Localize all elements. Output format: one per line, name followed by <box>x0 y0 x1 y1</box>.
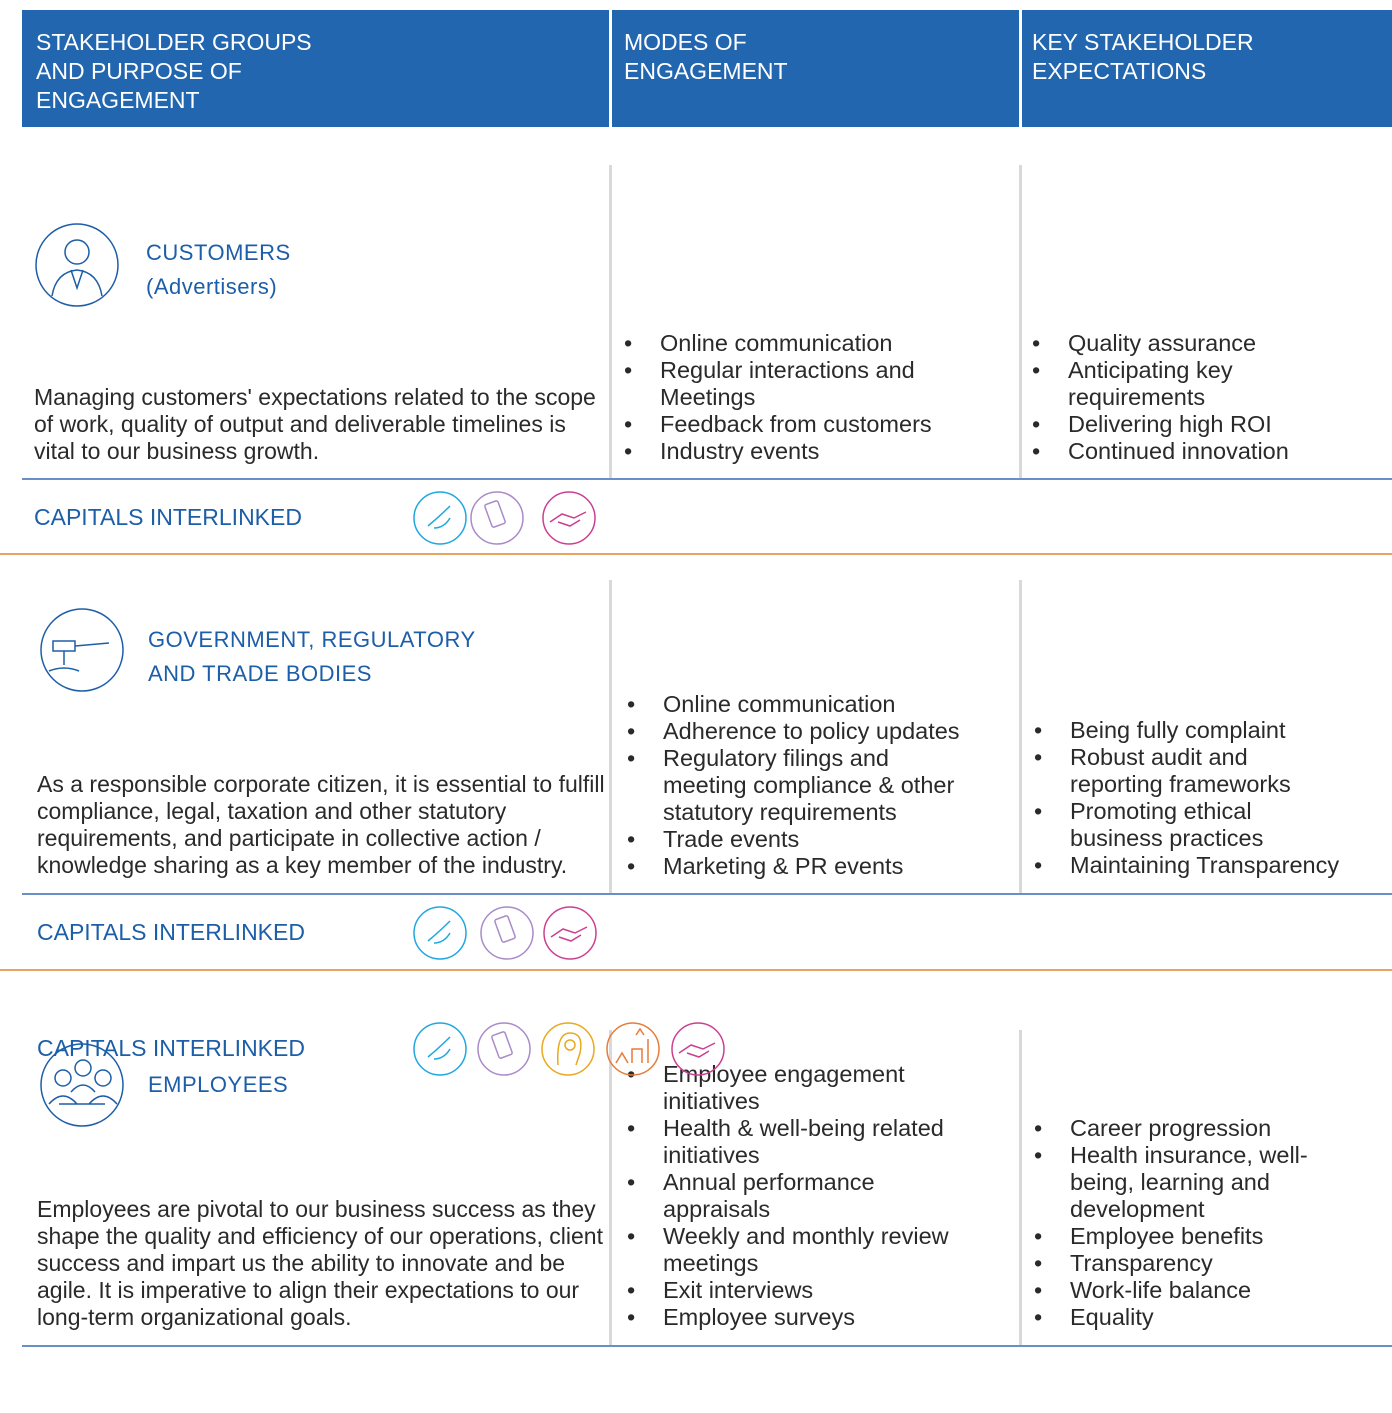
row-rule <box>22 478 1392 480</box>
list-item: Transparency <box>1034 1250 1364 1277</box>
stakeholder-group: EMPLOYEES Employees are pivotal to our b… <box>0 969 1392 1345</box>
group-title: CUSTOMERS (Advertisers) <box>146 236 291 304</box>
title-line: EMPLOYEES <box>148 1072 289 1097</box>
capitals-label: CAPITALS INTERLINKED <box>34 504 302 530</box>
modes-list: Online communication Adherence to policy… <box>627 691 967 880</box>
header-line: KEY STAKEHOLDER <box>1032 29 1254 55</box>
list-item: Robust audit and reporting frameworks <box>1034 744 1300 798</box>
list-item: Exit interviews <box>627 1277 1012 1304</box>
list-item: Delivering high ROI <box>1032 411 1332 438</box>
group-description: Employees are pivotal to our business su… <box>37 1196 603 1330</box>
stakeholder-group: GOVERNMENT, REGULATORY AND TRADE BODIES … <box>0 553 1392 893</box>
section-rule <box>0 553 1392 555</box>
list-item: Promoting ethical business practices <box>1034 798 1320 852</box>
expectations-list: Career progression Health insurance, wel… <box>1034 1115 1364 1331</box>
column-divider <box>609 165 612 478</box>
list-item: Continued innovation <box>1032 438 1332 465</box>
list-item: Employee surveys <box>627 1304 1012 1331</box>
list-item: Trade events <box>627 826 967 853</box>
header-line: ENGAGEMENT <box>36 87 200 113</box>
list-item: Regular interactions and Meetings <box>624 357 1014 411</box>
list-item: Health insurance, well-being, learning a… <box>1034 1142 1360 1223</box>
list-item: Health & well-being related initiatives <box>627 1115 1012 1169</box>
list-item: Being fully complaint <box>1034 717 1392 744</box>
expectations-list: Quality assurance Anticipating key requi… <box>1032 330 1332 465</box>
group-title: EMPLOYEES <box>148 1068 288 1102</box>
list-item: Career progression <box>1034 1115 1364 1142</box>
modes-list: Online communication Regular interaction… <box>624 330 1014 465</box>
title-line: GOVERNMENT, REGULATORY <box>148 627 476 652</box>
group-icon <box>40 1043 124 1127</box>
header-line: AND PURPOSE OF <box>36 58 242 84</box>
capital-icons <box>413 491 596 545</box>
capitals-label: CAPITALS INTERLINKED <box>37 919 305 945</box>
header-divider <box>609 10 612 127</box>
list-item: Weekly and monthly review meetings <box>627 1223 953 1277</box>
list-item: Employee benefits <box>1034 1223 1364 1250</box>
title-line: AND TRADE BODIES <box>148 661 372 686</box>
group-icon <box>35 223 119 307</box>
capital-icons <box>413 906 597 960</box>
list-item: Adherence to policy updates <box>627 718 967 745</box>
column-divider <box>609 580 612 893</box>
list-item: Feedback from customers <box>624 411 1014 438</box>
group-description: Managing customers' expectations related… <box>34 384 596 464</box>
header-line: MODES OF <box>624 29 747 55</box>
header-cell: MODES OF ENGAGEMENT <box>624 28 788 86</box>
header-cell: KEY STAKEHOLDER EXPECTATIONS <box>1032 28 1254 86</box>
header-cell: STAKEHOLDER GROUPS AND PURPOSE OF ENGAGE… <box>36 28 312 115</box>
list-item: Anticipating key requirements <box>1032 357 1332 411</box>
column-divider <box>1019 165 1022 478</box>
list-item: Industry events <box>624 438 1014 465</box>
list-item: Work-life balance <box>1034 1277 1364 1304</box>
list-item: Equality <box>1034 1304 1364 1331</box>
list-item: Maintaining Transparency <box>1034 852 1392 879</box>
expectations-list: Being fully complaint Robust audit and r… <box>1034 717 1392 879</box>
title-line: CUSTOMERS <box>146 240 291 265</box>
stakeholder-group: CUSTOMERS (Advertisers) Managing custome… <box>0 127 1392 478</box>
group-title: GOVERNMENT, REGULATORY AND TRADE BODIES <box>148 623 476 691</box>
row-rule <box>22 893 1392 895</box>
list-item: Quality assurance <box>1032 330 1332 357</box>
table-header: STAKEHOLDER GROUPS AND PURPOSE OF ENGAGE… <box>22 10 1392 127</box>
list-item: Annual performance appraisals <box>627 1169 953 1223</box>
list-item: Online communication <box>627 691 967 718</box>
column-divider <box>1019 580 1022 893</box>
title-line: (Advertisers) <box>146 274 278 299</box>
column-divider <box>1019 1030 1022 1345</box>
group-description: As a responsible corporate citizen, it i… <box>37 771 605 878</box>
row-rule <box>22 1345 1392 1347</box>
header-divider <box>1019 10 1022 127</box>
section-rule <box>0 969 1392 971</box>
modes-list: Employee engagement initiatives Health &… <box>627 1061 1012 1331</box>
header-line: ENGAGEMENT <box>624 58 788 84</box>
header-line: STAKEHOLDER GROUPS <box>36 29 312 55</box>
list-item: Marketing & PR events <box>627 853 967 880</box>
list-item: Online communication <box>624 330 1014 357</box>
capital-icons <box>413 1022 725 1076</box>
group-icon <box>40 608 124 692</box>
column-divider <box>609 1030 612 1345</box>
list-item: Regulatory filings and meeting complianc… <box>627 745 967 826</box>
header-line: EXPECTATIONS <box>1032 58 1207 84</box>
capitals-label: CAPITALS INTERLINKED <box>37 1035 305 1061</box>
